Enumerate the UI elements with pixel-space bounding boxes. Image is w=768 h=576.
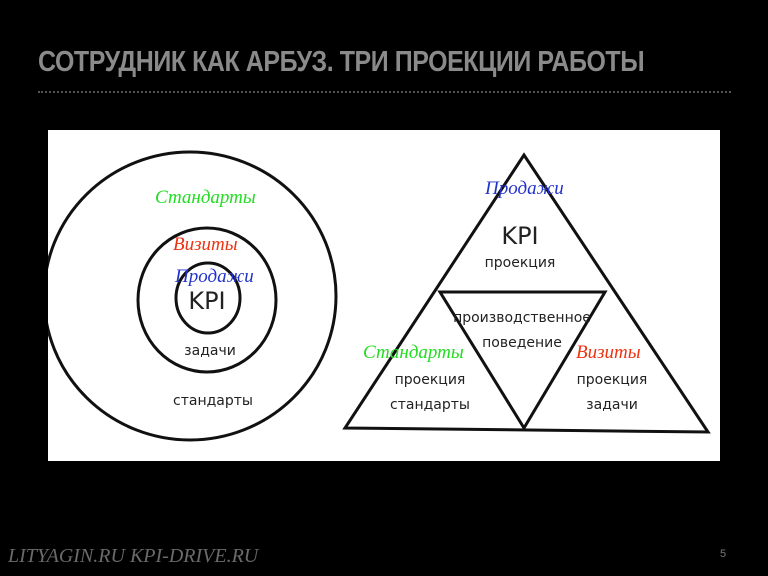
diagram-panel: Стандарты Визиты Продажи KPI задачи стан… — [42, 130, 720, 461]
inner-circle — [174, 261, 242, 335]
pyramid-center-line1: производственное — [453, 310, 591, 326]
circle-visits-label: Визиты — [173, 234, 238, 255]
pyramid-center-line2: поведение — [482, 335, 562, 351]
pyramid-right-line1: проекция — [577, 372, 648, 388]
pyramid-left-line1: проекция — [395, 372, 466, 388]
pyramid-standards-label: Стандарты — [363, 342, 464, 363]
pyramid-kpi: KPI — [501, 222, 538, 250]
pyramid-sales-label: Продажи — [484, 178, 564, 199]
footer-links: LITYAGIN.RU KPI-DRIVE.RU — [8, 545, 259, 567]
page-number: 5 — [720, 548, 727, 560]
circle-sales-label: Продажи — [174, 266, 254, 287]
slide-title: СОТРУДНИК КАК АРБУЗ. ТРИ ПРОЕКЦИИ РАБОТЫ — [38, 46, 645, 78]
middle-circle — [136, 226, 278, 374]
pyramid-outline — [342, 152, 711, 434]
pyramid-left-line2: стандарты — [390, 397, 470, 413]
pyramid-right-line2: задачи — [586, 397, 638, 413]
pyramid-visits-label: Визиты — [576, 342, 641, 363]
diagram-svg: Стандарты Визиты Продажи KPI задачи стан… — [42, 150, 711, 442]
title-divider — [38, 91, 731, 93]
circle-standards: стандарты — [173, 393, 253, 409]
pyramid-kpi-sub: проекция — [485, 255, 556, 271]
circle-standards-label: Стандарты — [155, 187, 256, 208]
circle-tasks: задачи — [184, 343, 236, 359]
pyramid-inner-triangle — [437, 290, 608, 431]
circle-kpi: KPI — [188, 287, 225, 315]
